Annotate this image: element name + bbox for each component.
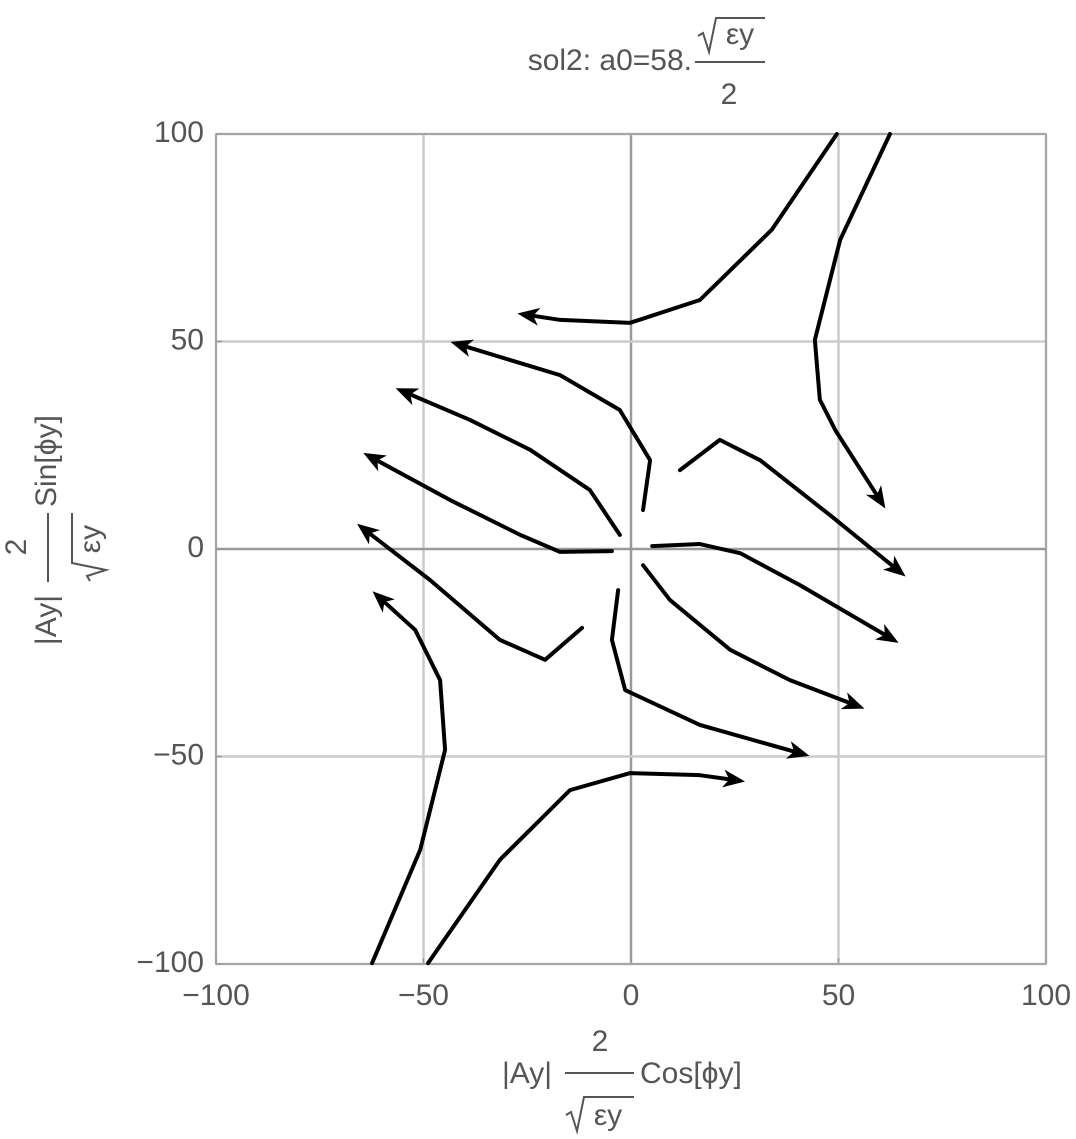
x-label-radicand: εy [594, 1099, 622, 1132]
streamline [370, 455, 614, 554]
streamline [362, 527, 585, 662]
streamline [458, 342, 653, 512]
arrowhead [395, 388, 420, 406]
arrowhead [450, 339, 475, 357]
x-tick-label: 100 [1021, 979, 1071, 1012]
streamline [677, 437, 900, 573]
streamline [426, 771, 738, 966]
y-tick-label: 100 [154, 116, 204, 149]
arrowhead [865, 485, 886, 509]
streamline [812, 132, 892, 503]
streamline [650, 542, 892, 640]
radical [565, 1096, 634, 1135]
arrowhead [363, 452, 387, 472]
streamline [609, 588, 802, 756]
x-tick-label: −50 [398, 979, 449, 1012]
arrowhead [722, 769, 746, 788]
x-tick-label: 50 [822, 979, 855, 1012]
arrowhead [517, 307, 541, 326]
title-radicand: εy [726, 18, 754, 51]
x-axis-label: |Ay| 2 εy Cos[ϕy] [502, 1025, 742, 1135]
y-label-prefix: |Ay| [30, 595, 63, 645]
streamline [525, 132, 839, 325]
arrowhead [357, 523, 380, 545]
arrowhead [875, 623, 899, 643]
y-label-radicand: εy [74, 525, 107, 553]
y-label-numerator: 2 [0, 539, 33, 556]
y-tick-label: −50 [153, 738, 204, 771]
x-label-numerator: 2 [592, 1025, 609, 1058]
arrowhead [882, 555, 906, 577]
streamline [402, 390, 622, 537]
radical [71, 513, 110, 582]
x-tick-label: 0 [623, 979, 640, 1012]
y-tick-label: 0 [187, 531, 204, 564]
plot-frame [215, 133, 1047, 965]
x-tick-label: −100 [182, 979, 250, 1012]
x-label-suffix: Cos[ϕy] [640, 1057, 742, 1090]
y-tick-label: −100 [136, 946, 204, 979]
radical [697, 17, 765, 56]
title-denominator: 2 [721, 78, 738, 111]
arrowhead [840, 692, 865, 710]
title-text: sol2: a0=58. [528, 44, 692, 77]
streamline [370, 595, 448, 966]
arrowhead [372, 591, 395, 613]
y-label-suffix: Sin[ϕy] [30, 415, 63, 507]
y-tick-label: 50 [171, 323, 204, 356]
x-label-prefix: |Ay| [502, 1057, 552, 1090]
y-axis-label: |Ay| 2 εy Sin[ϕy] [0, 415, 110, 645]
title: sol2: a0=58. εy 2 [528, 17, 765, 111]
arrowhead [785, 741, 810, 759]
streamline [641, 563, 858, 708]
